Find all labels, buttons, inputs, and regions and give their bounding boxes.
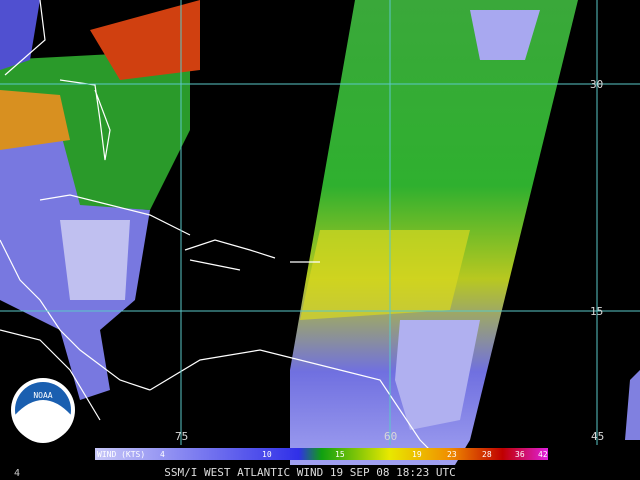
swath-patch bbox=[90, 0, 200, 80]
swath-patch bbox=[395, 320, 480, 430]
legend-title: WIND (KTS) bbox=[97, 450, 145, 459]
coastline bbox=[0, 0, 441, 461]
color-bar bbox=[95, 448, 548, 460]
legend-tick: 36 bbox=[515, 450, 525, 459]
caption: SSM/I WEST ATLANTIC WIND 19 SEP 08 18:23… bbox=[164, 466, 455, 479]
swath-patch bbox=[300, 230, 470, 320]
lon-label: 60 bbox=[384, 430, 397, 443]
swath-west bbox=[0, 50, 190, 210]
lat-label: 15 bbox=[590, 305, 603, 318]
legend-tick: 15 bbox=[335, 450, 345, 459]
lon-label: 75 bbox=[175, 430, 188, 443]
legend-tick: 19 bbox=[412, 450, 422, 459]
swath-patch bbox=[625, 370, 640, 440]
legend-tick: 10 bbox=[262, 450, 272, 459]
logo-text: NOAA bbox=[33, 391, 52, 400]
legend-tick: 23 bbox=[447, 450, 457, 459]
legend-tick: 28 bbox=[482, 450, 492, 459]
legend-ticks: 4 10 15 19 23 28 36 42 bbox=[160, 450, 548, 459]
lon-label: 45 bbox=[591, 430, 604, 443]
logo bbox=[15, 400, 71, 443]
swath-patch bbox=[60, 220, 130, 300]
lat-label: 30 bbox=[590, 78, 603, 91]
legend-tick: 42 bbox=[538, 450, 548, 459]
swath-patch bbox=[0, 90, 70, 150]
corner-label: 4 bbox=[14, 468, 20, 479]
legend-tick: 4 bbox=[160, 450, 165, 459]
swath-patch bbox=[470, 10, 540, 60]
